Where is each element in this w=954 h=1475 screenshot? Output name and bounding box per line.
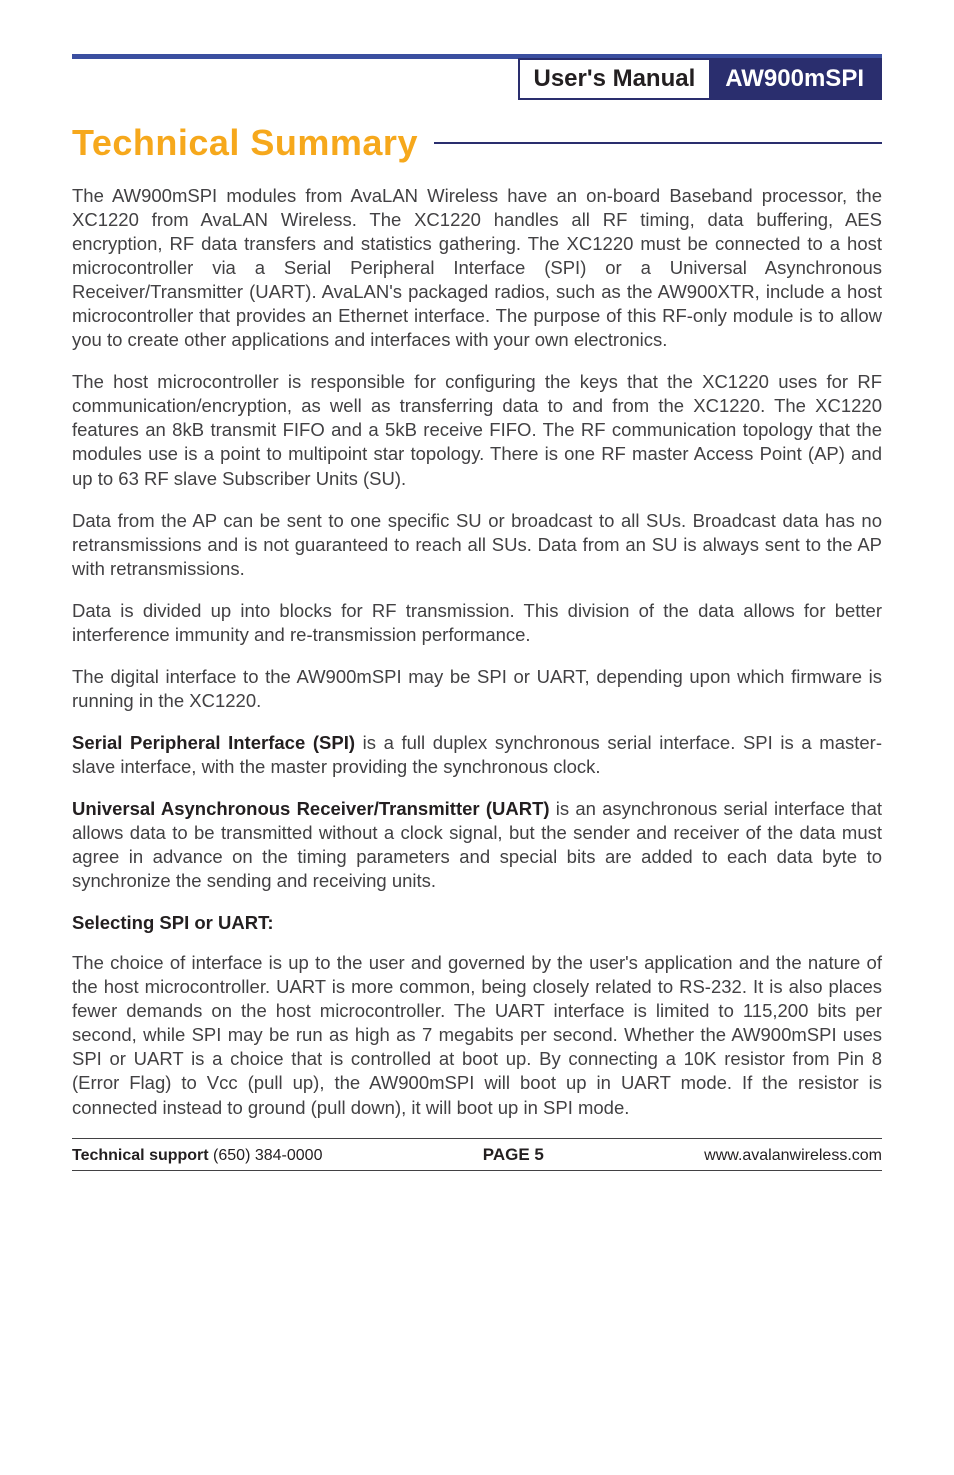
page-container: User's Manual AW900mSPI Technical Summar… (0, 0, 954, 1201)
paragraph-7-lead: Universal Asynchronous Receiver/Transmit… (72, 798, 550, 819)
paragraph-2: The host microcontroller is responsible … (72, 370, 882, 490)
footer-support: Technical support (650) 384-0000 (72, 1147, 322, 1165)
selecting-heading: Selecting SPI or UART: (72, 911, 882, 935)
section-title-rule (434, 142, 882, 144)
paragraph-6: Serial Peripheral Interface (SPI) is a f… (72, 731, 882, 779)
header-badge: User's Manual AW900mSPI (518, 58, 883, 100)
footer-support-label: Technical support (72, 1147, 209, 1164)
paragraph-5: The digital interface to the AW900mSPI m… (72, 665, 882, 713)
paragraph-6-lead: Serial Peripheral Interface (SPI) (72, 732, 355, 753)
paragraph-4: Data is divided up into blocks for RF tr… (72, 599, 882, 647)
header-right-label: AW900mSPI (709, 58, 882, 100)
section-title-row: Technical Summary (72, 122, 882, 164)
paragraph-7: Universal Asynchronous Receiver/Transmit… (72, 797, 882, 893)
body-text: The AW900mSPI modules from AvaLAN Wirele… (72, 184, 882, 1120)
page-footer: Technical support (650) 384-0000 PAGE 5 … (72, 1138, 882, 1171)
footer-url: www.avalanwireless.com (704, 1147, 882, 1165)
section-title: Technical Summary (72, 122, 418, 164)
paragraph-1: The AW900mSPI modules from AvaLAN Wirele… (72, 184, 882, 352)
header-rule: User's Manual AW900mSPI (72, 54, 882, 100)
paragraph-9: The choice of interface is up to the use… (72, 951, 882, 1119)
header-left-label: User's Manual (518, 58, 710, 100)
footer-support-phone: (650) 384-0000 (209, 1147, 323, 1164)
footer-page-number: PAGE 5 (483, 1145, 544, 1165)
paragraph-3: Data from the AP can be sent to one spec… (72, 509, 882, 581)
